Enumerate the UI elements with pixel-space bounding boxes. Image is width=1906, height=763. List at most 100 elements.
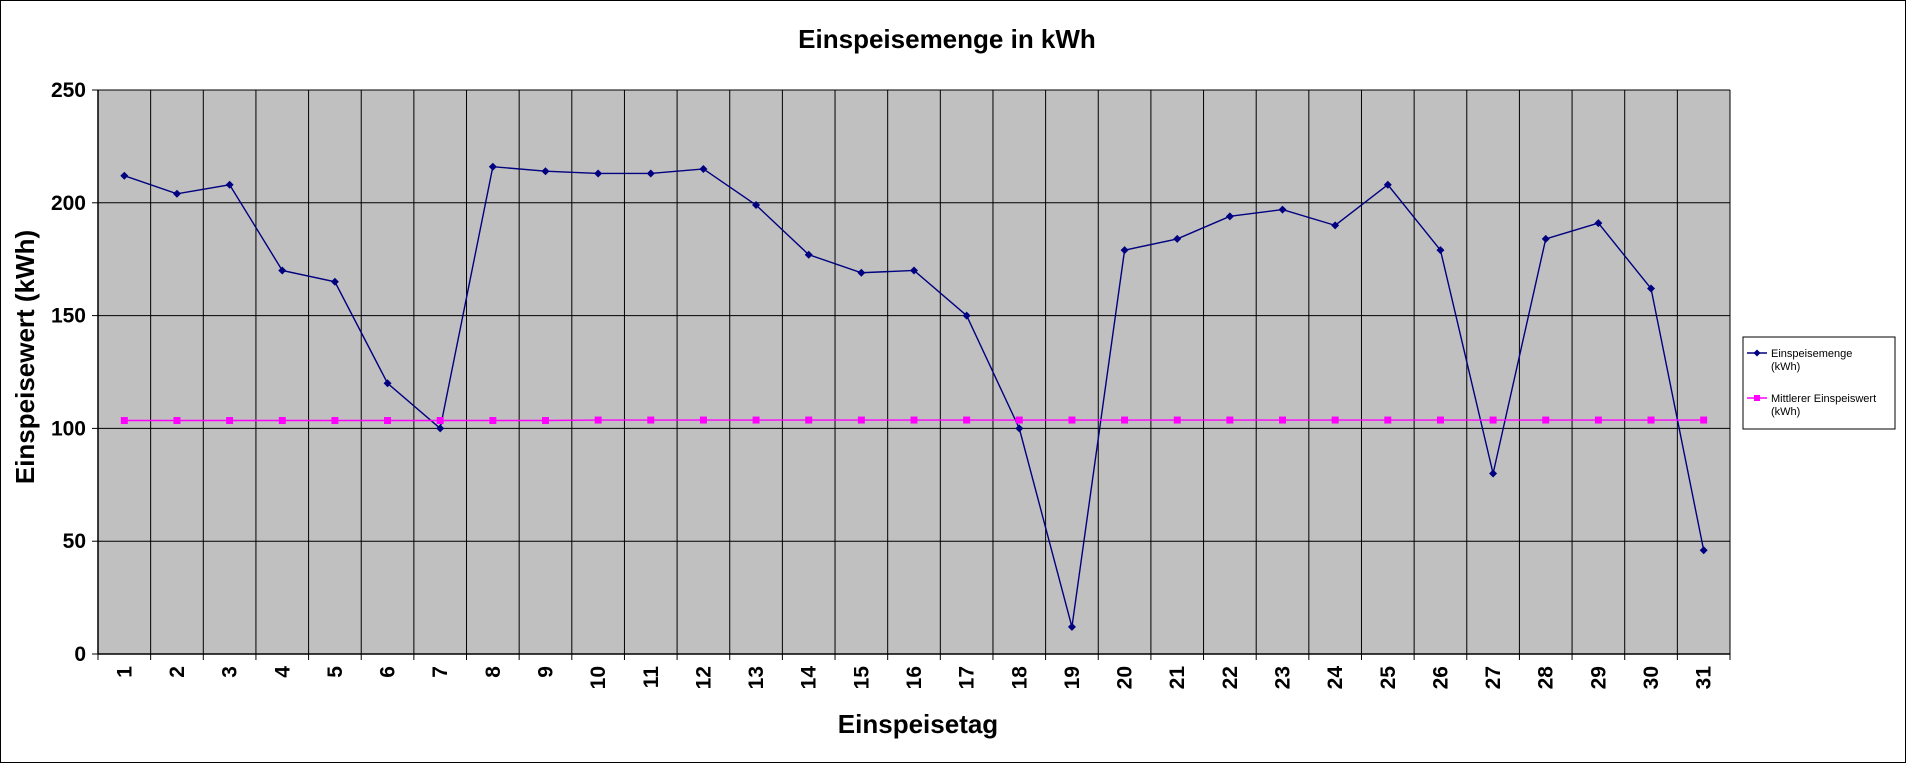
data-point: [647, 416, 655, 424]
data-point: [1489, 416, 1497, 424]
legend-label: (kWh): [1771, 361, 1800, 373]
data-point: [225, 180, 234, 189]
data-point: [383, 379, 392, 388]
data-point: [646, 169, 655, 178]
legend-marker: [1753, 349, 1761, 357]
x-tick-label: 29: [1587, 666, 1610, 689]
data-point: [752, 201, 761, 210]
data-point: [1594, 416, 1602, 424]
x-tick-label: 2: [166, 666, 189, 678]
x-tick-label: 26: [1429, 666, 1452, 689]
data-point: [1173, 416, 1181, 424]
data-point: [804, 250, 813, 259]
legend-box: [1742, 336, 1896, 430]
data-point: [752, 416, 760, 424]
data-point: [1436, 416, 1444, 424]
data-point: [1067, 622, 1076, 631]
data-point: [436, 417, 444, 425]
data-point: [910, 266, 918, 275]
series-1: [120, 162, 1708, 631]
x-tick-label: 1: [113, 666, 136, 678]
data-point: [1541, 234, 1550, 243]
data-point: [1384, 416, 1392, 424]
data-point: [541, 417, 549, 425]
data-point: [699, 164, 708, 173]
data-point: [594, 169, 603, 178]
x-tick-label: 8: [482, 666, 505, 678]
data-point: [1542, 416, 1550, 424]
data-point: [594, 416, 602, 424]
x-tick-label: 11: [640, 666, 663, 689]
data-point: [331, 417, 339, 425]
x-tick-label: 27: [1482, 666, 1505, 689]
data-point: [1015, 416, 1023, 424]
data-point: [541, 167, 550, 176]
x-tick-label: 31: [1693, 666, 1716, 690]
legend-label: (kWh): [1771, 406, 1800, 418]
data-point: [1331, 221, 1340, 230]
data-point: [330, 277, 339, 286]
x-tick-label: 7: [429, 666, 452, 678]
data-point: [1594, 219, 1603, 228]
x-axis-ticks: 1 2 3 4 5 6 7 8 9 10 11 12 13 14 15 16 17 18 19 20 21 22 23 24 2…: [97, 654, 1731, 690]
data-point: [963, 416, 971, 424]
data-point: [120, 417, 128, 425]
data-point: [172, 189, 181, 198]
legend-marker: [1754, 395, 1760, 401]
x-axis-title: Einspeisetag: [838, 709, 998, 739]
data-point: [962, 311, 971, 320]
series-layer: [120, 162, 1708, 631]
data-point: [1489, 469, 1498, 478]
data-point: [1278, 205, 1287, 214]
chart-title: Einspeisemenge in kWh: [798, 24, 1096, 54]
x-tick-label: 6: [377, 666, 400, 678]
y-axis-title: Einspeisewert (kWh): [10, 230, 40, 484]
x-tick-label: 23: [1272, 666, 1295, 689]
data-point: [1173, 234, 1182, 243]
data-point: [857, 268, 866, 277]
y-tick-label: 0: [74, 643, 86, 666]
x-tick-label: 25: [1377, 666, 1400, 690]
legend-label: Einspeisemenge: [1771, 348, 1852, 360]
data-point: [436, 424, 445, 433]
data-point: [1699, 546, 1708, 555]
x-tick-label: 18: [1008, 666, 1031, 690]
series-2: [120, 416, 1708, 425]
x-tick-label: 12: [692, 666, 715, 689]
data-point: [1436, 246, 1445, 255]
y-tick-label: 250: [51, 79, 86, 102]
data-point: [1121, 416, 1129, 424]
legend-label: Mittlerer Einspeiswert: [1771, 393, 1876, 405]
data-point: [278, 417, 286, 425]
data-point: [1225, 212, 1234, 221]
axes: [97, 90, 1731, 655]
data-point: [1068, 416, 1076, 424]
x-tick-label: 15: [850, 666, 873, 690]
x-tick-label: 10: [587, 666, 610, 689]
data-point: [488, 162, 497, 171]
grid-lines: [98, 89, 1730, 654]
data-point: [1383, 180, 1392, 189]
y-tick-label: 100: [51, 417, 86, 440]
x-tick-label: 24: [1324, 666, 1347, 690]
x-tick-label: 20: [1114, 666, 1137, 689]
data-point: [857, 416, 865, 424]
data-point: [1226, 416, 1234, 424]
x-tick-label: 30: [1640, 666, 1663, 689]
data-point: [489, 417, 497, 425]
data-point: [1120, 246, 1129, 255]
x-tick-label: 9: [534, 666, 557, 678]
x-tick-label: 3: [219, 666, 242, 678]
data-point: [1015, 424, 1024, 433]
x-tick-label: 4: [271, 666, 294, 678]
data-point: [699, 416, 707, 424]
x-tick-label: 19: [1061, 666, 1084, 689]
y-tick-label: 150: [51, 305, 86, 328]
plot-area: [98, 90, 1730, 654]
y-axis-ticks: 0 50 100 150 200 250: [51, 79, 98, 666]
data-point: [278, 266, 287, 275]
data-point: [226, 417, 234, 425]
x-tick-label: 17: [956, 666, 979, 689]
data-point: [384, 417, 392, 425]
